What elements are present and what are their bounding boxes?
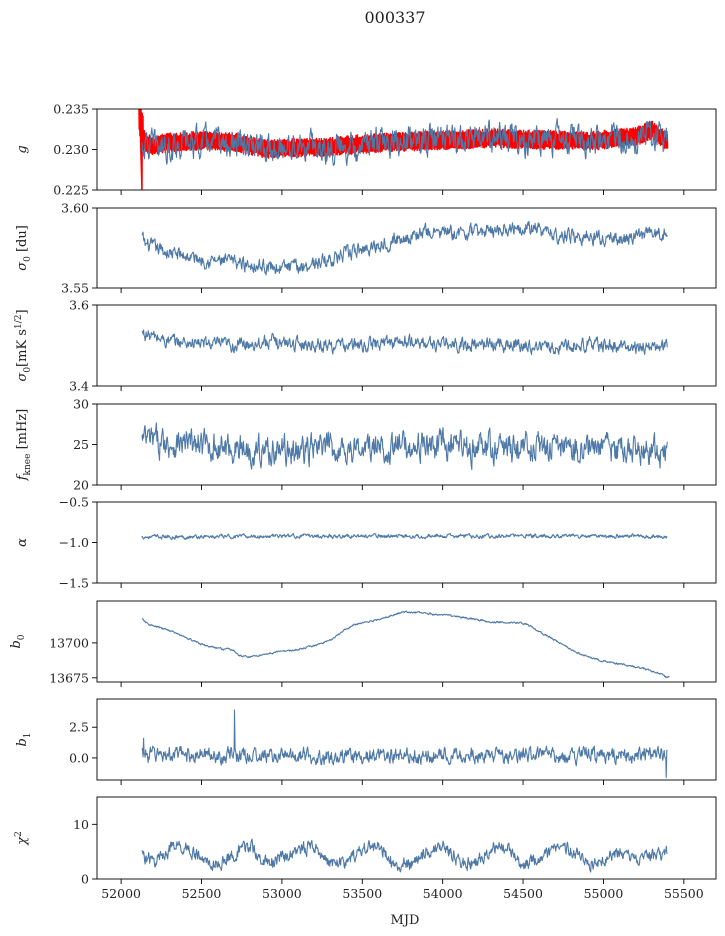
- figure-title: 000337: [364, 8, 425, 27]
- panel-5-ylabel: α: [15, 538, 30, 547]
- panel-1-ytick-label: 0.235: [53, 102, 89, 117]
- panel-4-ylabel: fknee [mHz]: [15, 409, 33, 482]
- panel-8: 0 10 52000 52500 53000 53500 54000 54500 55000 55…: [14, 796, 717, 901]
- panel-5-frame: [96, 501, 717, 584]
- panel-3-ytick-label: 3.4: [69, 379, 89, 394]
- x-tick-label: 53500: [342, 886, 382, 901]
- panel-7-ytick-label: 0.0: [69, 750, 89, 765]
- panel-2-frame: [96, 207, 717, 289]
- panels: 0.225 0.230 0.235 g 3.55 3.60 σ0 [du] 3.4 3.6 σ0[…: [9, 102, 717, 901]
- panel-5: −1.5 −1.0 −0.5 α: [15, 495, 717, 591]
- panel-5-ytick-label: −0.5: [59, 495, 89, 510]
- panel-5-ytick-label: −1.0: [59, 535, 89, 550]
- panel-8-data: [141, 838, 668, 873]
- panel-4-frame: [96, 403, 717, 486]
- panel-8-series-1-line: [141, 838, 668, 873]
- panel-2-series-1-line: [141, 220, 668, 276]
- x-tick-label: 52500: [182, 886, 222, 901]
- x-axis-label: MJD: [391, 913, 420, 928]
- panel-2: 3.55 3.60 σ0 [du]: [15, 201, 717, 296]
- panel-7-ylabel: b1: [15, 732, 33, 746]
- panel-8-ytick-label: 10: [73, 817, 89, 832]
- panel-4: 20 25 30 fknee [mHz]: [15, 397, 717, 493]
- x-tick-label: 54000: [423, 886, 463, 901]
- panel-6-ytick-label: 13700: [49, 635, 89, 650]
- panel-2-data: [141, 220, 668, 276]
- panel-5-ytick-label: −1.5: [59, 576, 89, 591]
- panel-3-ylabel: σ0[mK s1/2]: [14, 309, 33, 381]
- panel-2-ytick-label: 3.55: [61, 281, 89, 296]
- panel-4-series-1-line: [141, 422, 668, 471]
- panel-4-ytick-label: 20: [73, 478, 89, 493]
- panel-1-ytick-label: 0.225: [53, 183, 89, 198]
- x-tick-label: 54500: [503, 886, 543, 901]
- panel-4-ytick-label: 30: [73, 397, 89, 412]
- panel-6-series-1-line: [141, 610, 670, 679]
- panel-1-ylabel: g: [15, 145, 30, 153]
- panel-3-data: [141, 329, 668, 356]
- panel-1-ytick-label: 0.230: [53, 142, 89, 157]
- panel-7: 0.0 2.5 b1: [15, 698, 717, 785]
- panel-1: 0.225 0.230 0.235 g: [15, 102, 717, 198]
- panel-6-data: [141, 610, 670, 679]
- panel-2-ylabel: σ0 [du]: [15, 225, 33, 271]
- panel-3-series-1-line: [141, 329, 668, 356]
- panel-8-ytick-label: 0: [81, 872, 89, 887]
- panel-6: 13675 13700 b0: [9, 600, 717, 687]
- panel-1-data: [138, 109, 669, 190]
- panel-7-frame: [96, 698, 717, 781]
- x-tick-label: 53000: [262, 886, 302, 901]
- panel-6-ytick-label: 13675: [49, 670, 89, 685]
- panel-4-ytick-label: 25: [73, 437, 89, 452]
- panel-6-frame: [96, 600, 717, 683]
- panel-6-ylabel: b0: [9, 634, 27, 648]
- x-tick-label: 52000: [101, 886, 141, 901]
- x-tick-label: 55000: [584, 886, 624, 901]
- x-tick-label: 55500: [664, 886, 704, 901]
- panel-7-series-1-line: [141, 709, 668, 779]
- panel-3: 3.4 3.6 σ0[mK s1/2]: [14, 298, 717, 394]
- panel-3-frame: [96, 304, 717, 387]
- panel-3-ytick-label: 3.6: [69, 298, 89, 313]
- panel-5-series-1-line: [141, 532, 668, 541]
- panel-8-frame: [96, 796, 717, 880]
- panel-7-data: [141, 709, 668, 779]
- panel-1-series-2-line: [141, 117, 668, 167]
- panel-2-ytick-label: 3.60: [61, 201, 89, 216]
- panel-7-ytick-label: 2.5: [69, 720, 89, 735]
- panel-8-ylabel: χ2: [14, 831, 30, 846]
- panel-5-data: [141, 532, 668, 541]
- panel-4-data: [141, 422, 668, 471]
